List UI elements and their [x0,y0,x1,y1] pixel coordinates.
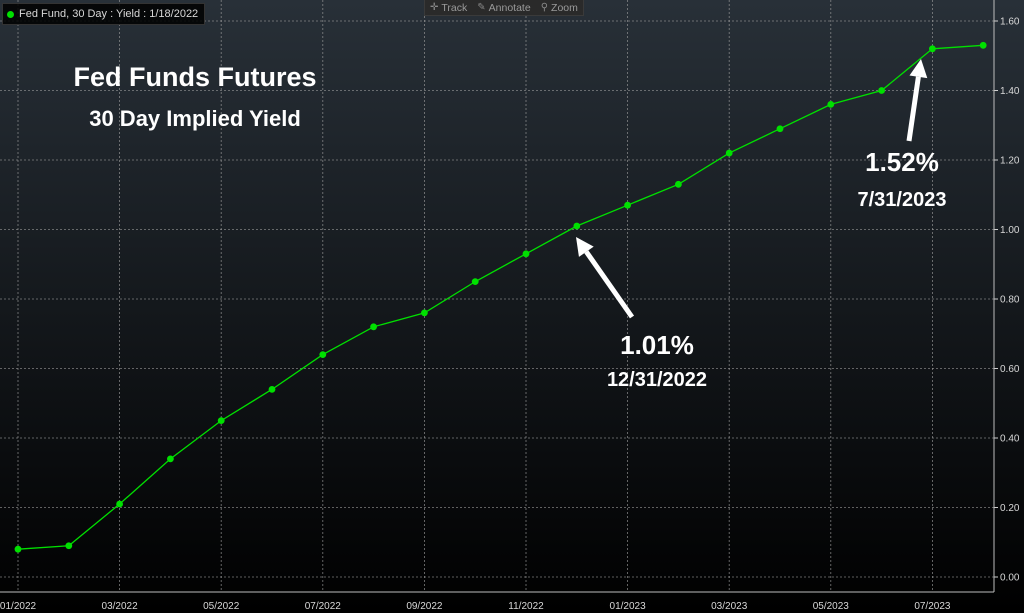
y-tick-label: 0.40 [1000,434,1020,445]
x-tick-label: 11/2022 [508,601,544,612]
data-point [370,323,377,331]
series-legend[interactable]: Fed Fund, 30 Day : Yield : 1/18/2022 [2,3,206,25]
x-tick-label: 03/2023 [711,601,748,612]
overlay-subtitle: 30 Day Implied Yield [89,106,301,131]
track-button[interactable]: ✛ Track [430,2,467,14]
series-line [17,44,984,550]
data-point [776,125,784,133]
data-point [471,278,479,286]
x-tick-label: 05/2022 [203,601,240,612]
data-point [725,149,733,157]
x-tick-label: 01/2023 [610,601,647,612]
annotation-value: 1.52% [865,147,939,177]
data-point [827,101,835,108]
track-label: Track [441,1,468,14]
y-tick-label: 0.60 [1000,364,1020,375]
data-point [675,180,682,188]
arrow-shaft [906,76,921,142]
zoom-button[interactable]: ⚲ Zoom [541,2,578,14]
y-tick-label: 1.60 [1000,17,1020,28]
arrow-shaft [584,250,635,319]
x-tick-label: 01/2022 [0,601,37,612]
annotation-value: 1.01% [620,330,694,360]
data-point [14,545,22,553]
x-tick-label: 07/2022 [305,601,342,612]
data-point [929,45,936,53]
overlay-title: Fed Funds Futures [73,62,317,92]
y-tick-label: 1.00 [1000,225,1020,236]
data-point [522,250,530,258]
data-point [116,500,123,508]
data-point [65,542,73,550]
annotation-date: 12/31/2022 [606,369,708,391]
data-point [878,87,885,94]
pencil-icon: ✎ [477,2,486,13]
y-tick-label: 1.40 [1000,86,1020,97]
data-point [573,222,581,230]
y-tick-label: 0.80 [1000,295,1020,306]
annotate-label: Annotate [488,1,531,14]
annotation-date: 7/31/2023 [857,189,947,211]
x-tick-label: 05/2023 [813,601,850,612]
y-tick-label: 1.20 [1000,156,1020,167]
annotate-button[interactable]: ✎ Annotate [477,2,530,14]
data-point [268,385,276,393]
arrow-head [576,237,594,257]
x-tick-label: 09/2022 [406,601,443,612]
chart-toolbar: ✛ Track ✎ Annotate ⚲ Zoom [424,0,584,16]
legend-marker-icon [7,10,14,18]
series-layer [14,41,987,553]
data-point [319,351,327,358]
data-point [217,417,225,425]
y-tick-label: 0.20 [1000,503,1020,514]
data-point [421,309,428,317]
arrow-head [909,59,928,79]
data-point [167,455,174,463]
x-tick-label: 07/2023 [914,601,951,612]
data-point [624,201,631,209]
magnifier-icon: ⚲ [540,2,549,13]
y-tick-label: 0.00 [1000,573,1020,584]
data-point [979,41,987,49]
x-tick-label: 03/2022 [102,601,139,612]
annotation-arrow [576,237,635,319]
crosshair-icon: ✛ [430,2,439,13]
annotation-arrows [576,59,928,319]
annotation-arrow [906,59,928,142]
zoom-label: Zoom [551,1,578,14]
legend-label: Fed Fund, 30 Day : Yield : 1/18/2022 [19,8,199,20]
